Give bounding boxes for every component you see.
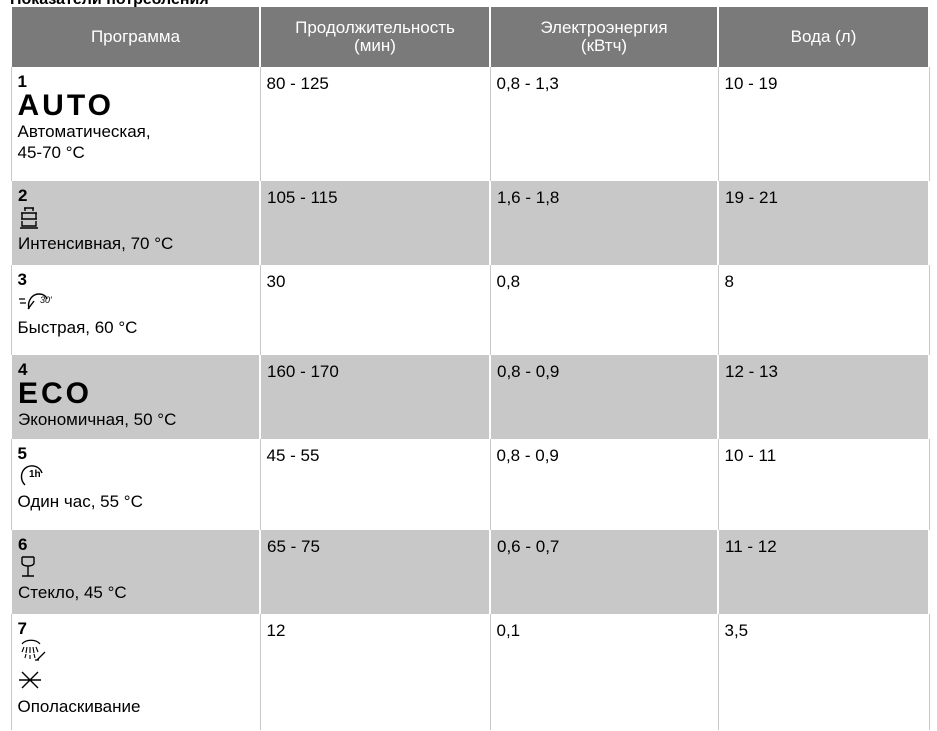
- header-water-label: Вода (л): [790, 27, 857, 46]
- program-temperature: 45-70 °C: [17, 143, 85, 162]
- program-number: 3: [17, 270, 27, 289]
- water-cell: 11 - 12: [717, 530, 930, 614]
- program-number: 1: [17, 72, 27, 91]
- program-cell: 1 AUTO Автоматическая, 45-70 °C: [10, 67, 261, 181]
- program-number: 2: [18, 186, 28, 205]
- program-cell: 3 30′ Быстрая, 60 °C: [10, 265, 261, 355]
- program-cell: 4 ECO Экономичная, 50 °C: [10, 355, 261, 439]
- consumption-table: Программа Продолжительность (мин) Электро…: [10, 7, 930, 730]
- one-hour-icon: 1h: [18, 463, 254, 491]
- header-program: Программа: [10, 7, 261, 67]
- one-hour-label: 1h: [29, 469, 41, 480]
- program-name: Ополаскивание: [17, 697, 141, 716]
- table-row: 3 30′ Быстрая, 60 °C 30 0,8 8: [10, 265, 930, 355]
- program-cell: 7 Ополаскивание: [10, 614, 261, 730]
- table-row: 4 ECO Экономичная, 50 °C 160 - 170 0,8 -…: [10, 355, 930, 439]
- water-cell: 12 - 13: [717, 355, 930, 439]
- program-cell: 2 Интенсивная, 70 °C: [10, 181, 261, 265]
- header-energy: Электроэнергия (кВтч): [489, 7, 719, 67]
- rinse-icon: [18, 638, 254, 696]
- program-number: 4: [18, 360, 28, 379]
- water-cell: 19 - 21: [717, 181, 930, 265]
- duration-cell: 45 - 55: [259, 439, 491, 530]
- table-row: 2 Интенсивная, 70 °C 105 - 115 1,6 - 1,8…: [10, 181, 930, 265]
- header-program-label: Программа: [90, 27, 181, 46]
- header-energy-unit: (кВтч): [580, 36, 628, 55]
- table-row: 6 Стекло, 45 °C 65 - 75 0,6 - 0,7 11 - 1…: [10, 530, 930, 614]
- energy-cell: 0,1: [489, 614, 719, 730]
- header-duration: Продолжительность (мин): [259, 7, 491, 67]
- header-duration-unit: (мин): [354, 36, 396, 55]
- header-row: Программа Продолжительность (мин) Электро…: [10, 7, 930, 67]
- energy-cell: 1,6 - 1,8: [489, 181, 719, 265]
- eco-icon: ECO: [18, 377, 93, 410]
- auto-icon: AUTO: [17, 89, 114, 122]
- water-cell: 8: [717, 265, 930, 355]
- program-name: Быстрая, 60 °C: [17, 318, 138, 337]
- program-name: Один час, 55 °C: [17, 492, 143, 511]
- energy-cell: 0,6 - 0,7: [489, 530, 719, 614]
- energy-cell: 0,8 - 0,9: [489, 355, 719, 439]
- duration-cell: 30: [259, 265, 491, 355]
- table-caption: Показатели потребления: [10, 0, 209, 9]
- energy-cell: 0,8 - 1,3: [489, 67, 719, 181]
- duration-cell: 80 - 125: [259, 67, 491, 181]
- program-cell: 5 1h Один час, 55 °C: [10, 439, 261, 530]
- program-name: Стекло, 45 °C: [18, 583, 127, 602]
- program-cell: 6 Стекло, 45 °C: [10, 530, 261, 614]
- table-row: 7 Ополаскивание 12 0,1 3,5: [10, 614, 930, 730]
- program-name: Автоматическая,: [17, 122, 151, 141]
- energy-cell: 0,8: [489, 265, 719, 355]
- header-water: Вода (л): [717, 7, 930, 67]
- header-duration-label: Продолжительность: [295, 18, 455, 37]
- program-number: 5: [17, 444, 27, 463]
- header-energy-label: Электроэнергия: [540, 18, 668, 37]
- water-cell: 10 - 19: [717, 67, 930, 181]
- energy-cell: 0,8 - 0,9: [489, 439, 719, 530]
- table-row: 5 1h Один час, 55 °C 45 - 55 0,8 - 0,9 1…: [10, 439, 930, 530]
- program-name: Экономичная, 50 °C: [18, 410, 177, 429]
- glass-icon: [18, 554, 253, 582]
- water-cell: 3,5: [717, 614, 930, 730]
- duration-cell: 12: [259, 614, 491, 730]
- program-name: Интенсивная, 70 °C: [18, 234, 174, 253]
- table-row: 1 AUTO Автоматическая, 45-70 °C 80 - 125…: [10, 67, 930, 181]
- duration-cell: 65 - 75: [259, 530, 491, 614]
- program-number: 6: [18, 535, 28, 554]
- pots-intensive-icon: [18, 205, 253, 233]
- program-number: 7: [17, 619, 27, 638]
- quick-30-icon: 30′: [18, 289, 254, 317]
- duration-cell: 105 - 115: [259, 181, 491, 265]
- water-cell: 10 - 11: [717, 439, 930, 530]
- duration-cell: 160 - 170: [259, 355, 491, 439]
- quick-30-label: 30′: [40, 295, 52, 305]
